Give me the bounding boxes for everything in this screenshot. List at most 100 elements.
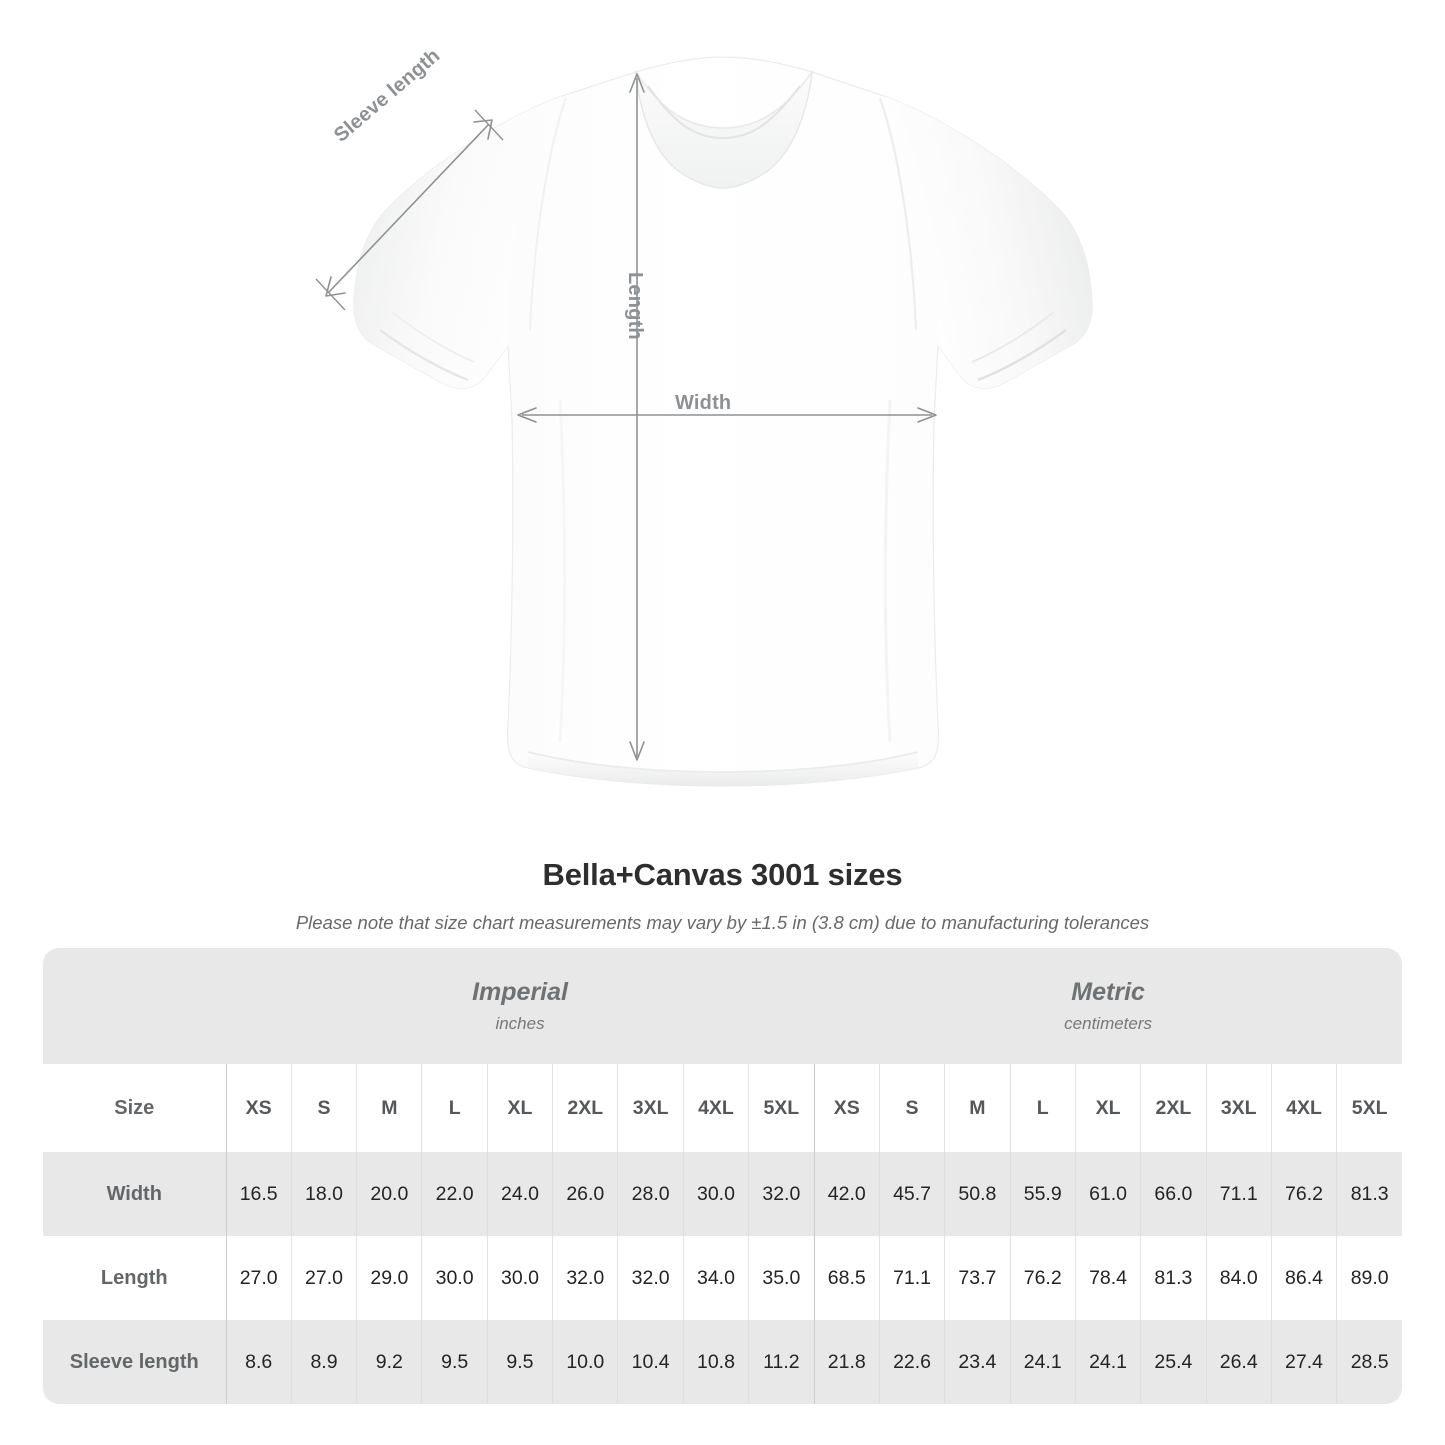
cell-length-metric-3xl: 84.0 [1205, 1236, 1272, 1320]
unit-name-imperial: Imperial [472, 978, 568, 1007]
unit-header-row: Imperial inches Metric centimeters [43, 948, 1403, 1064]
cell-length-imperial-3xl: 32.0 [617, 1236, 684, 1320]
cell-length-imperial-s: 27.0 [290, 1236, 357, 1320]
size-header-imperial-xl: XL [486, 1064, 553, 1152]
cell-length-imperial-5xl: 35.0 [748, 1236, 815, 1320]
cell-width-imperial-m: 20.0 [356, 1152, 422, 1236]
cell-sleeve-metric-s: 22.6 [878, 1320, 945, 1404]
cell-width-imperial-3xl: 28.0 [617, 1152, 684, 1236]
size-header-metric-4xl: 4XL [1270, 1064, 1337, 1152]
size-table: Imperial inches Metric centimeters Size … [43, 948, 1403, 1404]
cell-sleeve-imperial-2xl: 10.0 [552, 1320, 618, 1404]
size-header-imperial-5xl: 5XL [748, 1064, 815, 1152]
size-table-container: Imperial inches Metric centimeters Size … [43, 948, 1403, 1404]
cell-width-metric-l: 55.9 [1009, 1152, 1076, 1236]
row-label-width: Width [43, 1152, 226, 1236]
cell-width-imperial-2xl: 26.0 [552, 1152, 618, 1236]
tshirt-diagram: Sleeve length Length Width [315, 45, 1093, 787]
width-arrow [517, 407, 937, 423]
unit-sub-metric: centimeters [1064, 1013, 1153, 1033]
size-header-imperial-m: M [356, 1064, 422, 1152]
cell-sleeve-imperial-s: 8.9 [290, 1320, 357, 1404]
cell-sleeve-imperial-5xl: 11.2 [748, 1320, 815, 1404]
tolerance-note: Please note that size chart measurements… [295, 912, 1150, 933]
cell-length-metric-l: 76.2 [1009, 1236, 1076, 1320]
size-header-imperial-2xl: 2XL [552, 1064, 618, 1152]
cell-length-metric-xs: 68.5 [813, 1236, 880, 1320]
chart-headings: Bella+Canvas 3001 sizes Please note that… [0, 857, 1445, 934]
cell-length-metric-s: 71.1 [878, 1236, 945, 1320]
sleeve-length-arrow [315, 109, 504, 311]
unit-header-spacer [43, 948, 226, 1064]
cell-width-metric-m: 50.8 [944, 1152, 1011, 1236]
cell-sleeve-metric-3xl: 26.4 [1205, 1320, 1272, 1404]
cell-sleeve-metric-l: 24.1 [1009, 1320, 1076, 1404]
table-row: Width 16.5 18.0 20.0 22.0 24.0 26.0 28.0… [43, 1152, 1403, 1236]
measurement-annotations [315, 73, 937, 761]
cell-length-metric-xl: 78.4 [1074, 1236, 1141, 1320]
size-header-imperial-s: S [290, 1064, 357, 1152]
tshirt-illustration [315, 56, 1093, 787]
cell-sleeve-metric-xs: 21.8 [813, 1320, 880, 1404]
cell-sleeve-metric-5xl: 28.5 [1336, 1320, 1403, 1404]
unit-header-imperial: Imperial inches [226, 948, 815, 1064]
cell-length-imperial-4xl: 34.0 [682, 1236, 749, 1320]
tshirt-body [353, 56, 1093, 787]
cell-length-metric-5xl: 89.0 [1336, 1236, 1403, 1320]
size-header-imperial-l: L [421, 1064, 488, 1152]
cell-sleeve-metric-4xl: 27.4 [1270, 1320, 1337, 1404]
cell-length-imperial-l: 30.0 [421, 1236, 488, 1320]
size-header-metric-3xl: 3XL [1205, 1064, 1272, 1152]
size-header-metric-m: M [944, 1064, 1011, 1152]
cell-sleeve-metric-m: 23.4 [944, 1320, 1011, 1404]
cell-width-metric-5xl: 81.3 [1336, 1152, 1403, 1236]
cell-width-imperial-xl: 24.0 [486, 1152, 553, 1236]
size-header-imperial-4xl: 4XL [682, 1064, 749, 1152]
cell-length-metric-2xl: 81.3 [1140, 1236, 1207, 1320]
cell-width-metric-3xl: 71.1 [1205, 1152, 1272, 1236]
unit-name-metric: Metric [1071, 978, 1145, 1007]
cell-width-imperial-xs: 16.5 [225, 1152, 292, 1236]
cell-width-imperial-s: 18.0 [290, 1152, 357, 1236]
size-header-metric-2xl: 2XL [1140, 1064, 1207, 1152]
unit-header-metric: Metric centimeters [814, 948, 1403, 1064]
cell-width-metric-2xl: 66.0 [1140, 1152, 1207, 1236]
size-header-row: Size XS S M L XL 2XL 3XL 4XL 5XL XS S M … [43, 1064, 1403, 1152]
size-header-imperial-xs: XS [225, 1064, 292, 1152]
cell-width-metric-s: 45.7 [878, 1152, 945, 1236]
cell-width-imperial-5xl: 32.0 [748, 1152, 815, 1236]
cell-width-metric-xs: 42.0 [813, 1152, 880, 1236]
cell-width-metric-4xl: 76.2 [1270, 1152, 1337, 1236]
cell-length-metric-4xl: 86.4 [1270, 1236, 1337, 1320]
page-title: Bella+Canvas 3001 sizes [542, 857, 903, 892]
size-header-metric-5xl: 5XL [1336, 1064, 1403, 1152]
cell-length-metric-m: 73.7 [944, 1236, 1011, 1320]
unit-sub-imperial: inches [495, 1013, 545, 1033]
length-arrow [629, 73, 645, 761]
cell-sleeve-imperial-m: 9.2 [356, 1320, 422, 1404]
cell-sleeve-imperial-xs: 8.6 [225, 1320, 292, 1404]
cell-sleeve-imperial-l: 9.5 [421, 1320, 488, 1404]
cell-sleeve-metric-xl: 24.1 [1074, 1320, 1141, 1404]
row-label-sleeve-length: Sleeve length [43, 1320, 226, 1404]
table-row: Length 27.0 27.0 29.0 30.0 30.0 32.0 32.… [43, 1236, 1403, 1320]
cell-length-imperial-m: 29.0 [356, 1236, 422, 1320]
width-annotation-label: Width [675, 392, 732, 414]
cell-sleeve-imperial-3xl: 10.4 [617, 1320, 684, 1404]
table-row: Sleeve length 8.6 8.9 9.2 9.5 9.5 10.0 1… [43, 1320, 1403, 1404]
cell-sleeve-metric-2xl: 25.4 [1140, 1320, 1207, 1404]
size-header-metric-xl: XL [1074, 1064, 1141, 1152]
cell-length-imperial-2xl: 32.0 [552, 1236, 618, 1320]
size-header-metric-xs: XS [813, 1064, 880, 1152]
cell-width-imperial-l: 22.0 [421, 1152, 488, 1236]
size-header-metric-s: S [878, 1064, 945, 1152]
cell-length-imperial-xl: 30.0 [486, 1236, 553, 1320]
row-label-length: Length [43, 1236, 226, 1320]
size-header-imperial-3xl: 3XL [617, 1064, 684, 1152]
length-annotation-label: Length [624, 272, 646, 340]
cell-length-imperial-xs: 27.0 [225, 1236, 292, 1320]
cell-width-imperial-4xl: 30.0 [682, 1152, 749, 1236]
size-header-label: Size [43, 1064, 226, 1152]
cell-sleeve-imperial-xl: 9.5 [486, 1320, 553, 1404]
